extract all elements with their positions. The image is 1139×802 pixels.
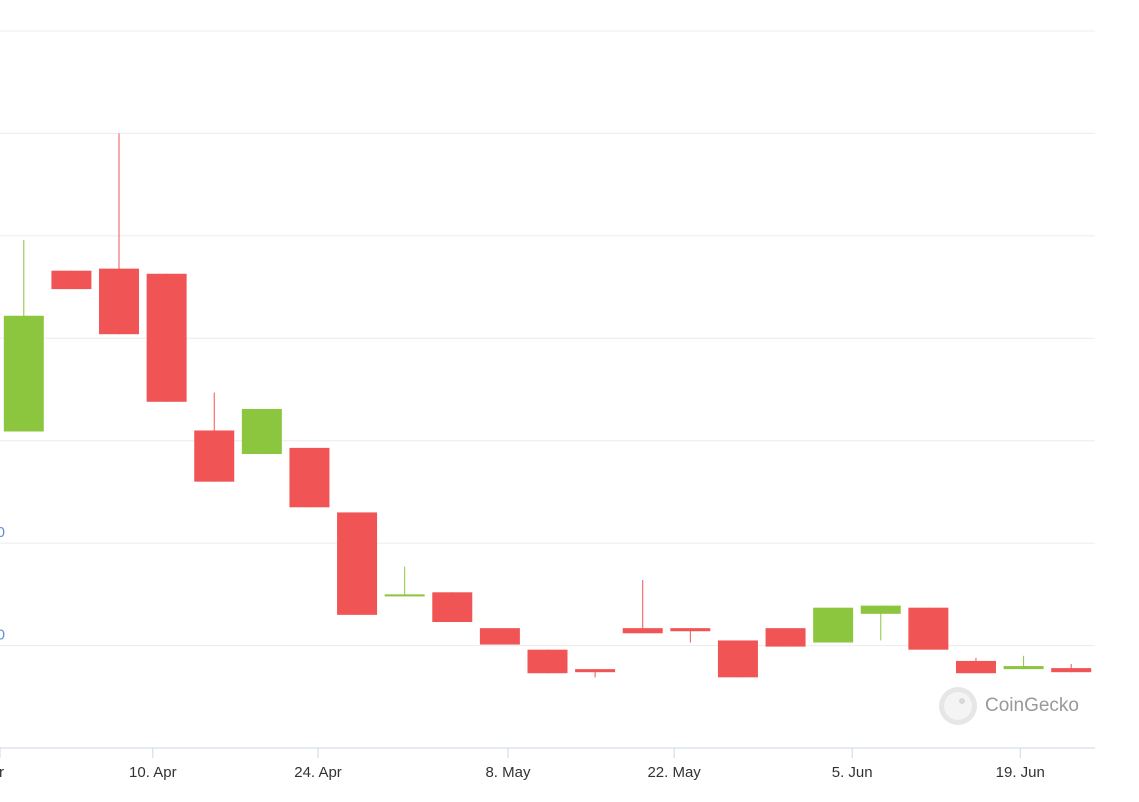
x-tick-label: 10. Apr — [129, 764, 177, 781]
y-tick-label: 0 — [0, 627, 5, 644]
watermark-logo — [939, 687, 977, 725]
y-tick-label: 0 — [0, 524, 5, 541]
x-tick-label: r — [0, 764, 4, 781]
watermark: CoinGecko — [985, 695, 1079, 716]
x-tick-label: 22. May — [647, 764, 701, 781]
x-tick-label: 19. Jun — [996, 764, 1045, 781]
x-tick-label: 24. Apr — [294, 764, 342, 781]
x-tick-label: 8. May — [485, 764, 531, 781]
x-tick-label: 5. Jun — [832, 764, 873, 781]
